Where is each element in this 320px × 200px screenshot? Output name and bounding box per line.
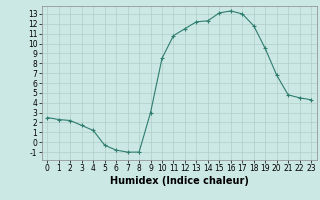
X-axis label: Humidex (Indice chaleur): Humidex (Indice chaleur) [110,176,249,186]
